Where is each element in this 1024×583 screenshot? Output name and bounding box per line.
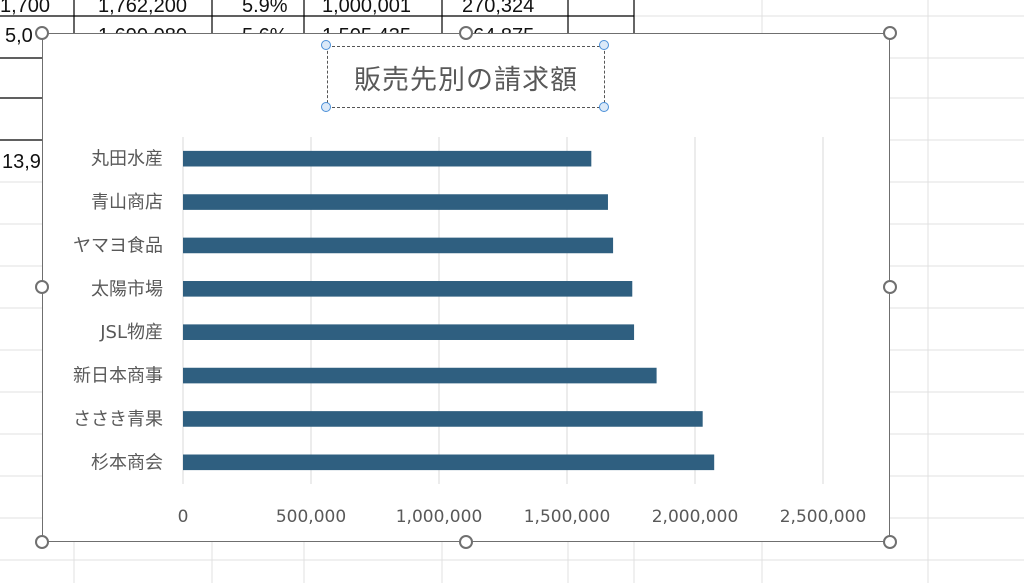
sheet-cell[interactable]: 1,700 [0,0,51,17]
resize-handle-top-left[interactable] [35,26,49,40]
bar-chart[interactable]: 0 500,000 1,000,000 1,500,000 2,000,000 2,500… [42,33,890,542]
sheet-cell[interactable]: 1,762,200 [98,0,187,17]
bar[interactable] [183,411,703,427]
y-category-label: 杉本商会 [91,452,163,473]
bar[interactable] [183,324,635,340]
title-handle-bottom-left[interactable] [321,102,331,112]
x-tick-label: 2,000,000 [652,507,739,527]
x-tick-label: 1,000,000 [396,507,483,527]
resize-handle-bottom-left[interactable] [35,535,49,549]
sheet-cell[interactable]: 1,000,001 [322,0,411,17]
bar[interactable] [183,367,657,384]
title-handle-top-left[interactable] [321,40,331,50]
bar[interactable] [183,454,715,471]
chart-title-box[interactable]: 販売先別の請求額 [327,46,605,108]
bar[interactable] [183,194,608,210]
chart-title: 販売先別の請求額 [354,64,578,96]
bar[interactable] [183,281,633,297]
y-category-label: 青山商店 [91,192,163,213]
resize-handle-middle-left[interactable] [35,280,49,294]
title-handle-bottom-right[interactable] [599,102,609,112]
x-tick-label: 500,000 [276,507,346,527]
resize-handle-middle-right[interactable] [883,280,897,294]
chart-plot-area: 0 500,000 1,000,000 1,500,000 2,000,000 2,500… [73,137,867,527]
y-category-label: ヤマヨ食品 [73,235,163,256]
sheet-cell[interactable]: 5.9% [242,0,288,17]
y-category-label: 新日本商事 [73,366,163,387]
x-tick-label: 1,500,000 [524,507,611,527]
bar[interactable] [183,150,592,167]
bar[interactable] [183,237,614,254]
resize-handle-bottom-center[interactable] [459,535,473,549]
y-category-label: JSL物産 [99,322,163,343]
y-category-label: 丸田水産 [91,149,163,170]
y-category-label: ささき青果 [73,409,163,430]
resize-handle-bottom-right[interactable] [883,535,897,549]
x-tick-label: 2,500,000 [780,507,867,527]
sheet-cell[interactable]: 5,0 [5,25,33,47]
resize-handle-top-center[interactable] [459,26,473,40]
sheet-cell[interactable]: 13,9 [2,151,41,173]
resize-handle-top-right[interactable] [883,26,897,40]
y-category-label: 太陽市場 [91,279,163,300]
x-tick-label: 0 [178,507,189,527]
sheet-cell[interactable]: 270,324 [462,0,535,17]
title-handle-top-right[interactable] [599,40,609,50]
